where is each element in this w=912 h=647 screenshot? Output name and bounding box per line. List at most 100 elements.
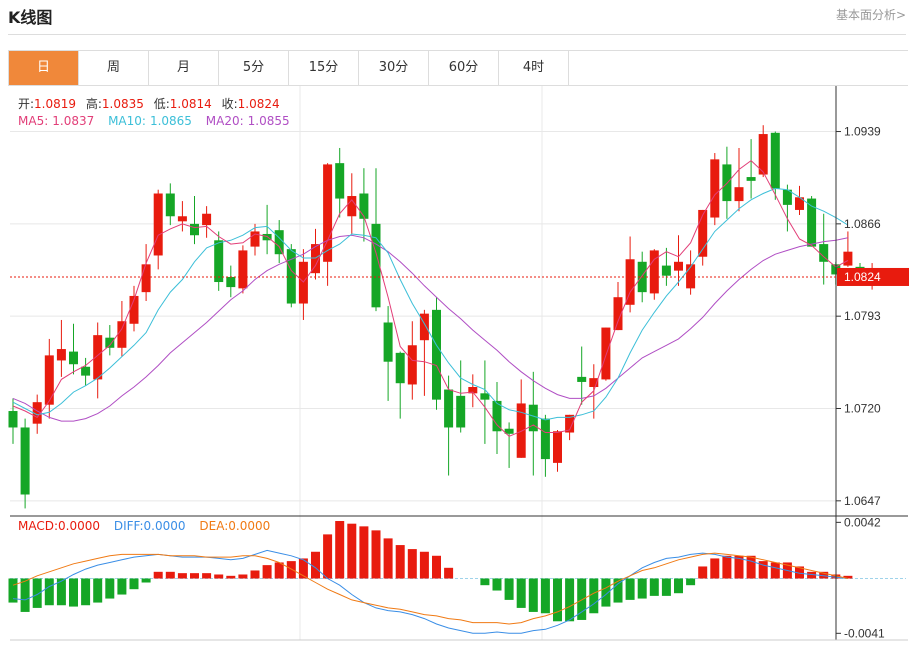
fundamental-analysis-link[interactable]: 基本面分析> <box>835 8 906 22</box>
kline-chart[interactable]: 1.0939 1.0866 1.0793 1.0720 1.0647 0.0042 -0.0… <box>0 86 912 647</box>
candle-down <box>819 244 829 262</box>
dea-value: 0.0000 <box>228 519 270 533</box>
macd-panel <box>8 521 853 634</box>
macd-tick-label: -0.0041 <box>844 626 885 640</box>
macd-value: 0.0000 <box>58 519 100 533</box>
candle-up <box>44 355 54 405</box>
candle-up <box>589 378 599 387</box>
candle-up <box>625 259 635 305</box>
macd-bar-positive <box>746 555 756 579</box>
macd-bar-negative <box>480 578 490 586</box>
period-tabs: 日 周 月 5分 15分 30分 60分 4时 <box>8 50 908 86</box>
macd-bar-negative <box>93 578 103 603</box>
candle-up <box>613 297 623 331</box>
candle-up <box>565 414 575 433</box>
candle-down <box>190 223 199 236</box>
macd-bar-negative <box>601 578 611 607</box>
macd-bar-positive <box>214 574 224 579</box>
macd-bar-positive <box>202 573 212 579</box>
macd-bar-positive <box>734 555 744 579</box>
candle-up <box>56 349 66 361</box>
macd-label: MACD: <box>18 519 58 533</box>
candles <box>8 125 877 509</box>
macd-bar-positive <box>432 555 441 579</box>
candle-up <box>117 321 127 348</box>
macd-bar-positive <box>371 530 381 579</box>
page-title: K线图 <box>8 8 53 27</box>
macd-bar-negative <box>661 578 671 596</box>
candle-up <box>468 387 478 394</box>
candle-down <box>395 352 405 384</box>
macd-bar-negative <box>577 578 587 620</box>
macd-bar-positive <box>843 575 853 579</box>
macd-bar-negative <box>686 578 696 586</box>
macd-bar-negative <box>613 578 623 603</box>
candle-up <box>843 251 853 266</box>
ma10-label: MA10: <box>108 114 146 128</box>
candle-up <box>323 164 333 262</box>
low-value: 1.0814 <box>170 97 212 111</box>
macd-bar-positive <box>407 549 417 579</box>
current-price-label: 1.0824 <box>844 270 881 284</box>
dea-line <box>12 552 849 625</box>
macd-bar-negative <box>105 578 115 599</box>
macd-bar-negative <box>81 578 91 606</box>
candle-down <box>359 193 369 219</box>
ma20-value: 1.0855 <box>248 114 290 128</box>
ma20-line <box>12 234 849 422</box>
dea-label: DEA: <box>199 519 228 533</box>
tab-week[interactable]: 周 <box>79 51 149 85</box>
candle-up <box>419 313 429 341</box>
tab-5min[interactable]: 5分 <box>219 51 289 85</box>
ma10-line <box>12 187 849 421</box>
ohlc-readout: 开:1.0819 高:1.0835 低:1.0814 收:1.0824 <box>18 96 280 111</box>
macd-bar-positive <box>274 562 284 579</box>
macd-bar-negative <box>637 578 647 599</box>
tab-4h[interactable]: 4时 <box>499 51 569 85</box>
candle-up <box>238 250 248 289</box>
macd-bar-positive <box>286 561 296 579</box>
candle-down <box>746 177 756 181</box>
candle-down <box>335 163 345 199</box>
tab-month[interactable]: 月 <box>149 51 219 85</box>
macd-bar-positive <box>819 571 829 579</box>
close-value: 1.0824 <box>238 97 280 111</box>
macd-bar-negative <box>553 578 562 622</box>
candle-up <box>93 335 103 380</box>
macd-bar-positive <box>770 562 780 579</box>
candle-up <box>758 134 768 175</box>
macd-bar-negative <box>32 578 42 608</box>
candle-down <box>371 223 381 308</box>
macd-bar-negative <box>540 578 550 614</box>
moving-average-lines <box>12 159 849 437</box>
tab-60min[interactable]: 60分 <box>429 51 499 85</box>
macd-bar-negative <box>8 578 18 603</box>
macd-bar-positive <box>190 573 199 579</box>
macd-bar-positive <box>383 538 393 579</box>
tab-15min[interactable]: 15分 <box>289 51 359 85</box>
candle-up <box>734 187 744 202</box>
candle-up <box>649 250 659 294</box>
macd-bar-positive <box>710 558 720 579</box>
candle-down <box>274 230 284 255</box>
candle-down <box>226 276 236 288</box>
macd-bar-positive <box>698 566 708 579</box>
macd-bar-positive <box>298 558 308 579</box>
candle-up <box>177 216 187 222</box>
y-tick-label: 1.0720 <box>844 402 881 416</box>
ma5-label: MA5: <box>18 114 48 128</box>
tab-day[interactable]: 日 <box>9 51 79 85</box>
macd-bar-positive <box>444 567 454 579</box>
diff-value: 0.0000 <box>144 519 186 533</box>
candle-down <box>81 366 91 376</box>
candle-down <box>782 189 792 205</box>
price-axis: 1.0939 1.0866 1.0793 1.0720 1.0647 0.0042 -0.0… <box>10 86 909 641</box>
macd-bar-positive <box>165 571 175 579</box>
candle-up <box>311 244 320 274</box>
candle-down <box>528 404 538 432</box>
tab-30min[interactable]: 30分 <box>359 51 429 85</box>
candle-up <box>601 327 611 380</box>
macd-bar-negative <box>528 578 538 612</box>
candle-up <box>347 196 357 217</box>
ma5-line <box>12 159 849 437</box>
